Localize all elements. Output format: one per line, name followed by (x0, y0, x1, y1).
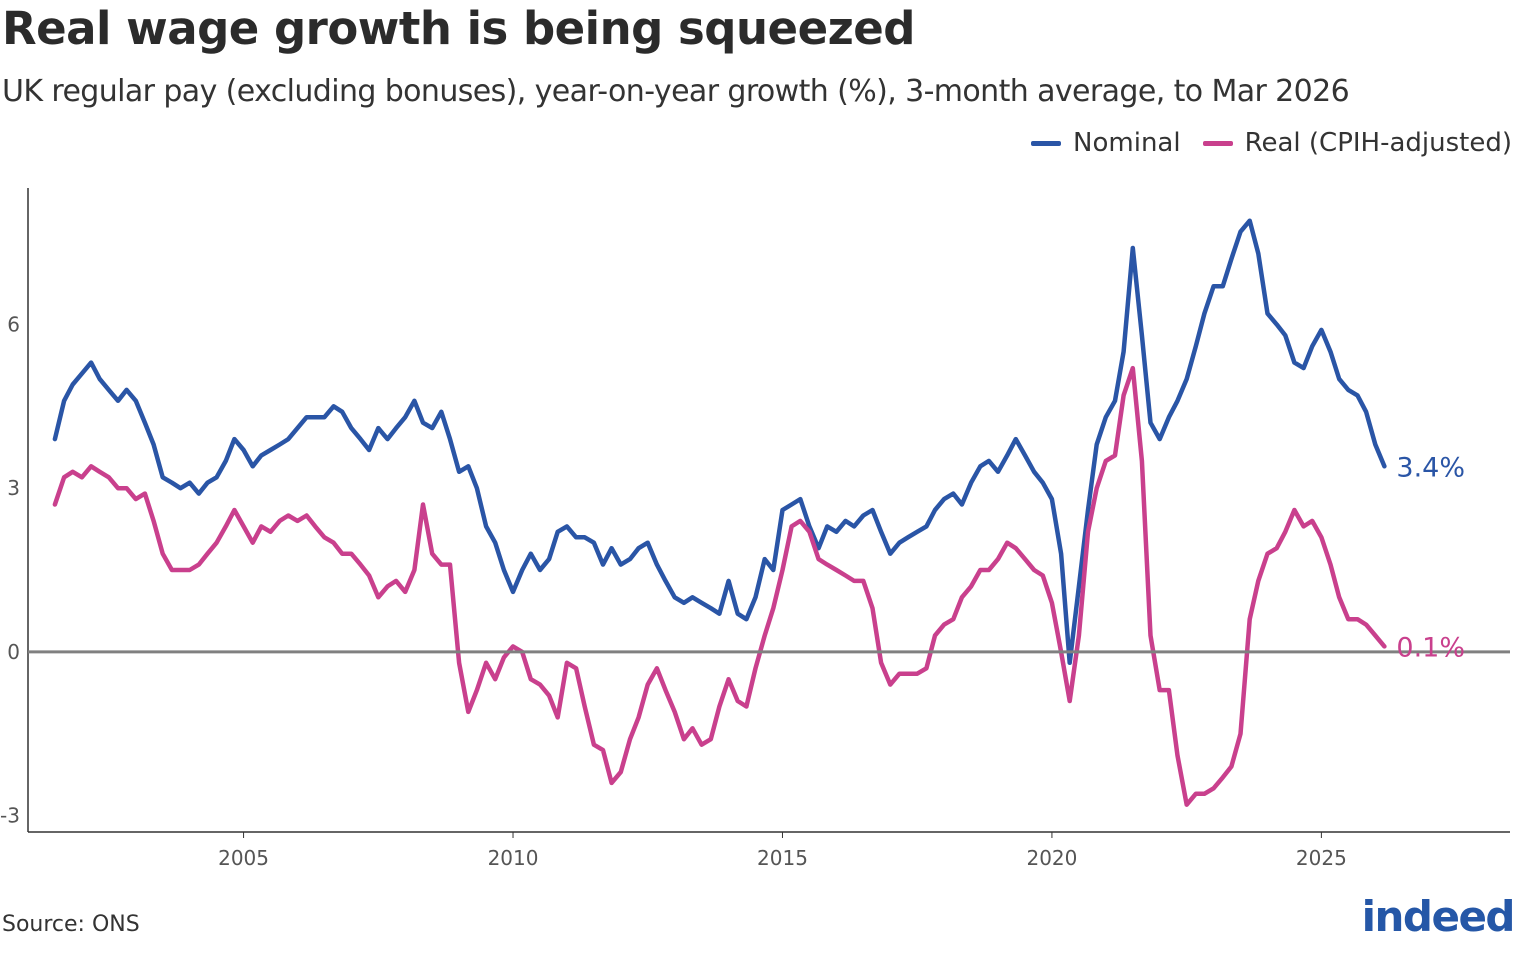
x-tick-label: 2005 (218, 846, 269, 870)
series-layer (28, 218, 1510, 807)
legend-swatch-real (1202, 140, 1233, 146)
chart-title: Real wage growth is being squeezed (2, 2, 916, 55)
axes: -3 0 3 6 2005 2010 2015 2020 2025 (0, 188, 1510, 870)
x-tick-label: 2020 (1026, 846, 1077, 870)
nominal-end-label: 3.4% (1396, 452, 1465, 483)
legend-item-nominal: Nominal (1031, 128, 1181, 158)
real-end-label: 0.1% (1396, 632, 1465, 663)
y-tick-label: -3 (0, 804, 20, 828)
nominal-line (52, 218, 1387, 666)
y-tick-label: 6 (7, 312, 20, 336)
y-tick-label: 3 (7, 476, 20, 500)
legend-swatch-nominal (1031, 140, 1062, 146)
source-note: Source: ONS (2, 912, 140, 937)
y-tick-label: 0 (7, 640, 20, 664)
real-line (52, 365, 1387, 807)
legend-label-real: Real (CPIH-adjusted) (1244, 128, 1512, 158)
x-tick-label: 2015 (757, 846, 808, 870)
x-tick-label: 2025 (1296, 846, 1347, 870)
legend: Nominal Real (CPIH-adjusted) (1031, 128, 1512, 158)
end-labels: 3.4% 0.1% (1396, 452, 1465, 663)
legend-item-real: Real (CPIH-adjusted) (1202, 128, 1512, 158)
chart-subtitle: UK regular pay (excluding bonuses), year… (2, 74, 1350, 109)
legend-label-nominal: Nominal (1073, 128, 1181, 158)
x-tick-label: 2010 (488, 846, 539, 870)
indeed-logo[interactable]: indeed (1361, 892, 1516, 941)
